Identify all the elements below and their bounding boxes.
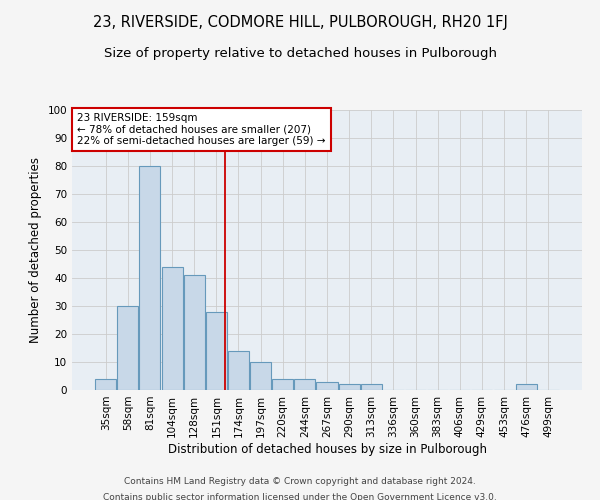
Bar xyxy=(316,382,338,390)
Bar xyxy=(206,312,227,390)
Bar xyxy=(228,351,249,390)
Bar xyxy=(272,379,293,390)
Bar xyxy=(338,384,359,390)
Text: Contains public sector information licensed under the Open Government Licence v3: Contains public sector information licen… xyxy=(103,492,497,500)
Bar xyxy=(250,362,271,390)
Bar xyxy=(139,166,160,390)
Text: 23 RIVERSIDE: 159sqm
← 78% of detached houses are smaller (207)
22% of semi-deta: 23 RIVERSIDE: 159sqm ← 78% of detached h… xyxy=(77,113,326,146)
Bar xyxy=(161,267,182,390)
Text: Contains HM Land Registry data © Crown copyright and database right 2024.: Contains HM Land Registry data © Crown c… xyxy=(124,478,476,486)
Y-axis label: Number of detached properties: Number of detached properties xyxy=(29,157,42,343)
Bar xyxy=(295,379,316,390)
Bar xyxy=(184,275,205,390)
Text: Size of property relative to detached houses in Pulborough: Size of property relative to detached ho… xyxy=(104,48,497,60)
X-axis label: Distribution of detached houses by size in Pulborough: Distribution of detached houses by size … xyxy=(167,442,487,456)
Text: 23, RIVERSIDE, CODMORE HILL, PULBOROUGH, RH20 1FJ: 23, RIVERSIDE, CODMORE HILL, PULBOROUGH,… xyxy=(92,15,508,30)
Bar xyxy=(118,306,139,390)
Bar xyxy=(95,379,116,390)
Bar xyxy=(515,384,536,390)
Bar xyxy=(361,384,382,390)
